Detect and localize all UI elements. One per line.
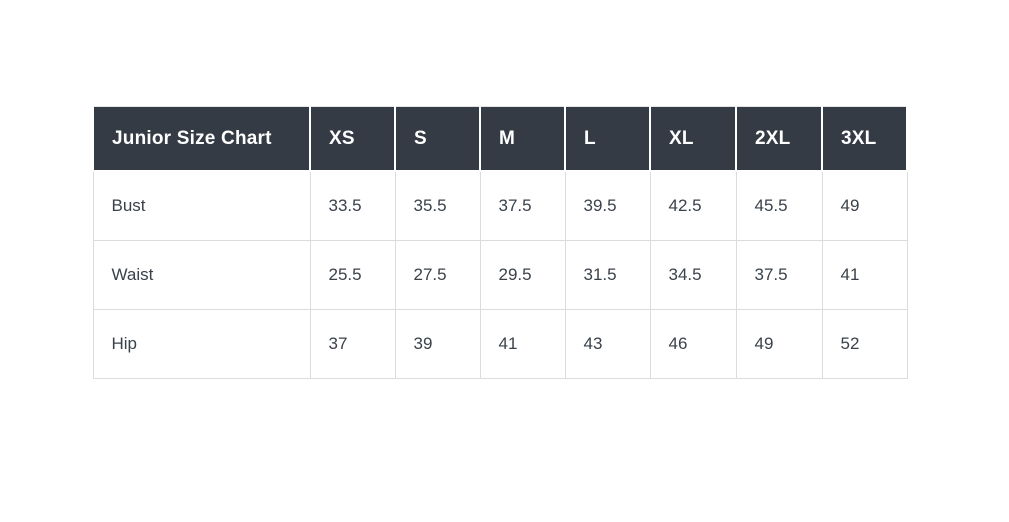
size-value-cell: 25.5: [309, 240, 396, 310]
size-chart-container: Junior Size Chart XS S M L XL 2XL 3XL Bu…: [92, 106, 908, 379]
size-value-cell: 27.5: [394, 240, 481, 310]
junior-size-chart-table: Junior Size Chart XS S M L XL 2XL 3XL Bu…: [92, 106, 908, 379]
header-row: Junior Size Chart XS S M L XL 2XL 3XL: [92, 106, 908, 172]
size-value-cell: 42.5: [649, 170, 737, 241]
size-value-cell: 34.5: [649, 240, 737, 310]
size-value-cell: 46: [649, 309, 737, 379]
size-value-cell: 33.5: [309, 170, 396, 241]
size-column-header-m: M: [479, 106, 566, 172]
size-value-cell: 35.5: [394, 170, 481, 241]
size-value-cell: 43: [564, 309, 651, 379]
size-value-cell: 49: [821, 170, 908, 241]
size-value-cell: 52: [821, 309, 908, 379]
size-column-header-xs: XS: [309, 106, 396, 172]
size-value-cell: 45.5: [735, 170, 823, 241]
row-label-cell: Waist: [92, 240, 311, 310]
size-value-cell: 37: [309, 309, 396, 379]
size-column-header-2xl: 2XL: [735, 106, 823, 172]
size-value-cell: 29.5: [479, 240, 566, 310]
size-value-cell: 39: [394, 309, 481, 379]
table-title-cell: Junior Size Chart: [92, 106, 311, 172]
size-value-cell: 39.5: [564, 170, 651, 241]
size-value-cell: 41: [821, 240, 908, 310]
size-value-cell: 37.5: [479, 170, 566, 241]
size-column-header-xl: XL: [649, 106, 737, 172]
size-column-header-3xl: 3XL: [821, 106, 908, 172]
row-label-cell: Bust: [92, 170, 311, 241]
table-row-waist: Waist 25.5 27.5 29.5 31.5 34.5 37.5 41: [92, 240, 908, 310]
table-row-hip: Hip 37 39 41 43 46 49 52: [92, 309, 908, 379]
table-row-bust: Bust 33.5 35.5 37.5 39.5 42.5 45.5 49: [92, 170, 908, 241]
size-column-header-s: S: [394, 106, 481, 172]
size-value-cell: 41: [479, 309, 566, 379]
row-label-cell: Hip: [92, 309, 311, 379]
size-value-cell: 49: [735, 309, 823, 379]
size-column-header-l: L: [564, 106, 651, 172]
size-value-cell: 37.5: [735, 240, 823, 310]
size-value-cell: 31.5: [564, 240, 651, 310]
